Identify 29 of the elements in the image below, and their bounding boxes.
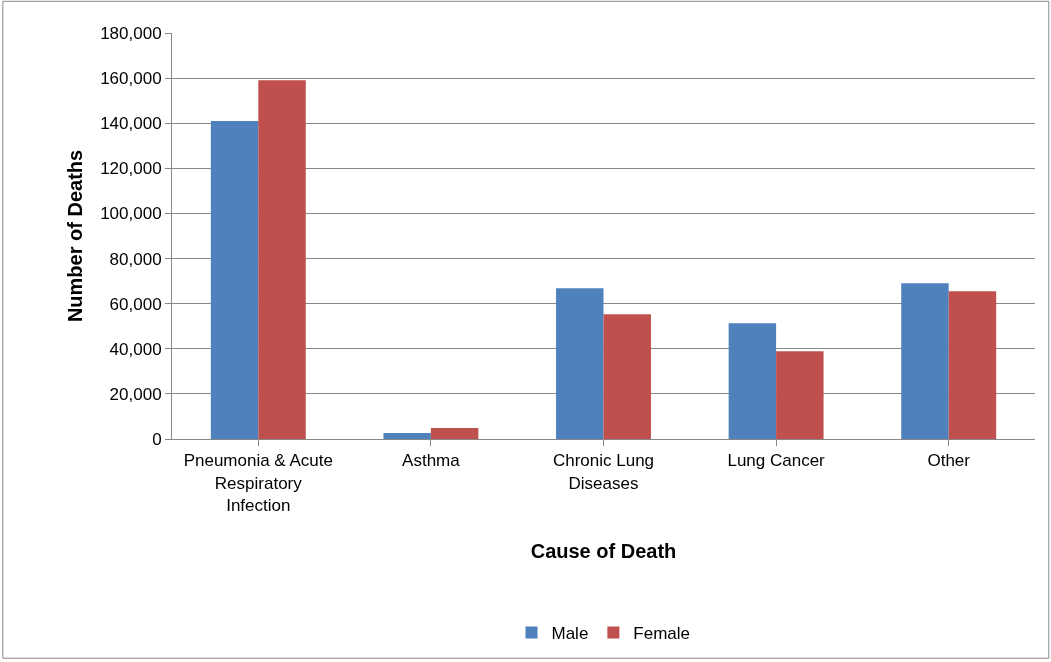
bar [901, 283, 949, 439]
legend-label: Female [633, 624, 691, 644]
x-tick-label: Chronic Lung Diseases [552, 451, 655, 493]
y-tick-label: 180,000 [100, 23, 162, 43]
x-tick-label: Other [927, 451, 971, 471]
bar [210, 120, 259, 439]
y-tick-label: 40,000 [109, 339, 162, 359]
bar [383, 432, 431, 439]
bar [776, 351, 824, 439]
x-tick-label: Asthma [402, 451, 461, 471]
legend-label: Male [551, 624, 589, 644]
y-tick-label: 120,000 [100, 159, 162, 179]
bar [948, 291, 997, 439]
y-tick-label: 160,000 [100, 69, 162, 89]
y-tick-label: 140,000 [100, 114, 162, 134]
y-axis-title: Number of Deaths [63, 149, 86, 323]
bar [603, 314, 651, 439]
bar [556, 288, 604, 439]
y-tick-label: 20,000 [109, 384, 162, 404]
y-tick-label: 0 [152, 429, 162, 449]
x-axis-title: Cause of Death [530, 540, 677, 563]
x-tick-label: Pneumonia & Acute Respiratory Infection [183, 451, 333, 515]
y-tick-label: 80,000 [109, 249, 162, 269]
y-tick-label: 60,000 [109, 294, 162, 314]
bar [728, 323, 777, 439]
bar [430, 427, 479, 439]
bar [258, 80, 306, 439]
y-tick-label: 100,000 [100, 204, 162, 224]
x-tick-label: Lung Cancer [727, 451, 826, 471]
